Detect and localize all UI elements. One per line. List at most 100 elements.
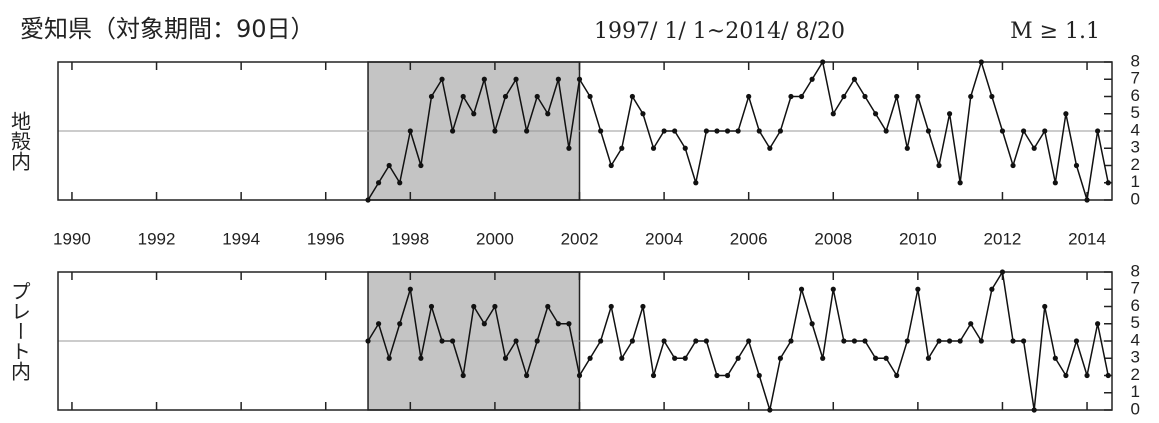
data-point — [534, 338, 540, 344]
data-point — [1084, 197, 1090, 203]
data-point — [872, 355, 879, 361]
data-point — [397, 180, 403, 186]
data-point — [428, 93, 435, 100]
data-point — [365, 197, 371, 203]
data-point — [418, 162, 424, 169]
data-point — [936, 338, 942, 344]
data-point — [545, 303, 551, 310]
data-point — [978, 59, 984, 65]
data-point — [492, 128, 498, 134]
x-tick-label: 1992 — [138, 229, 176, 248]
magnitude: M ≥ 1.1 — [1010, 19, 1100, 44]
data-point — [999, 128, 1006, 134]
data-point — [777, 355, 784, 361]
data-point — [915, 286, 921, 292]
data-point — [989, 93, 995, 100]
data-point — [1105, 180, 1111, 186]
data-point — [555, 321, 561, 327]
data-point — [450, 128, 456, 134]
x-tick-label: 1994 — [222, 229, 260, 248]
data-point — [1042, 128, 1048, 134]
data-point — [1021, 128, 1027, 134]
x-tick-label: 2002 — [561, 229, 599, 248]
data-point — [957, 180, 963, 186]
y-tick-label: 2 — [1131, 365, 1140, 384]
data-point — [999, 269, 1006, 275]
data-point — [767, 407, 773, 413]
data-point — [851, 338, 858, 344]
data-point — [619, 355, 625, 361]
data-point — [576, 76, 583, 82]
y-tick-label: 8 — [1131, 51, 1140, 70]
data-point — [862, 338, 868, 344]
data-point — [1052, 180, 1058, 186]
x-tick-label: 2014 — [1068, 229, 1106, 248]
data-point — [703, 128, 709, 134]
data-point — [820, 355, 826, 361]
data-point — [798, 286, 805, 292]
data-point — [714, 128, 720, 134]
data-point — [1010, 338, 1016, 344]
y-tick-label: 2 — [1131, 155, 1140, 174]
data-point — [471, 111, 477, 117]
data-point — [629, 93, 635, 100]
data-point — [640, 303, 646, 310]
data-point — [746, 338, 752, 344]
x-tick-label: 1990 — [53, 229, 91, 248]
data-point — [989, 286, 995, 292]
data-point — [862, 93, 868, 100]
data-point — [672, 355, 678, 361]
y-tick-label: 0 — [1131, 399, 1140, 418]
data-point — [650, 372, 657, 379]
data-point — [587, 93, 593, 100]
data-point — [1063, 372, 1069, 379]
data-point — [502, 355, 509, 361]
y-tick-label: 5 — [1131, 103, 1140, 122]
y-tick-label: 6 — [1131, 86, 1140, 105]
data-point — [524, 128, 530, 134]
data-point — [598, 338, 604, 344]
y-tick-label: 3 — [1131, 138, 1140, 157]
data-point — [724, 372, 731, 379]
data-point — [587, 355, 593, 361]
data-point — [682, 145, 688, 151]
data-point — [576, 372, 583, 379]
x-tick-label: 2008 — [814, 229, 852, 248]
data-point — [798, 93, 805, 100]
data-point — [756, 372, 762, 379]
y-axis-label: プレート内 — [8, 281, 32, 381]
period: 1997/ 1/ 1~2014/ 8/20 — [594, 19, 845, 44]
chart-title: 愛知県（対象期間：90日） — [20, 15, 315, 43]
x-tick-label: 1998 — [391, 229, 429, 248]
data-point — [851, 76, 858, 82]
x-tick-label: 2000 — [476, 229, 514, 248]
data-point — [545, 111, 551, 117]
data-point — [693, 338, 699, 344]
data-point — [1095, 128, 1101, 134]
data-point — [608, 303, 614, 310]
data-point — [492, 303, 498, 310]
data-point — [735, 355, 741, 361]
y-tick-label: 4 — [1131, 330, 1140, 349]
data-point — [946, 111, 953, 117]
data-point — [1073, 162, 1080, 169]
data-point — [904, 145, 910, 151]
data-point — [555, 76, 561, 82]
data-point — [957, 338, 963, 344]
data-point — [809, 76, 815, 82]
data-point — [661, 338, 667, 344]
y-axis-label: 地殻内 — [8, 111, 32, 171]
data-point — [629, 338, 635, 344]
data-point — [682, 355, 688, 361]
data-point — [672, 128, 678, 134]
data-point — [1010, 162, 1016, 169]
data-point — [460, 372, 466, 379]
data-point — [788, 93, 794, 100]
data-point — [481, 76, 487, 82]
y-tick-label: 4 — [1131, 120, 1140, 139]
data-point — [1105, 372, 1111, 379]
data-point — [513, 76, 519, 82]
data-point — [841, 93, 847, 100]
data-point — [365, 338, 371, 344]
